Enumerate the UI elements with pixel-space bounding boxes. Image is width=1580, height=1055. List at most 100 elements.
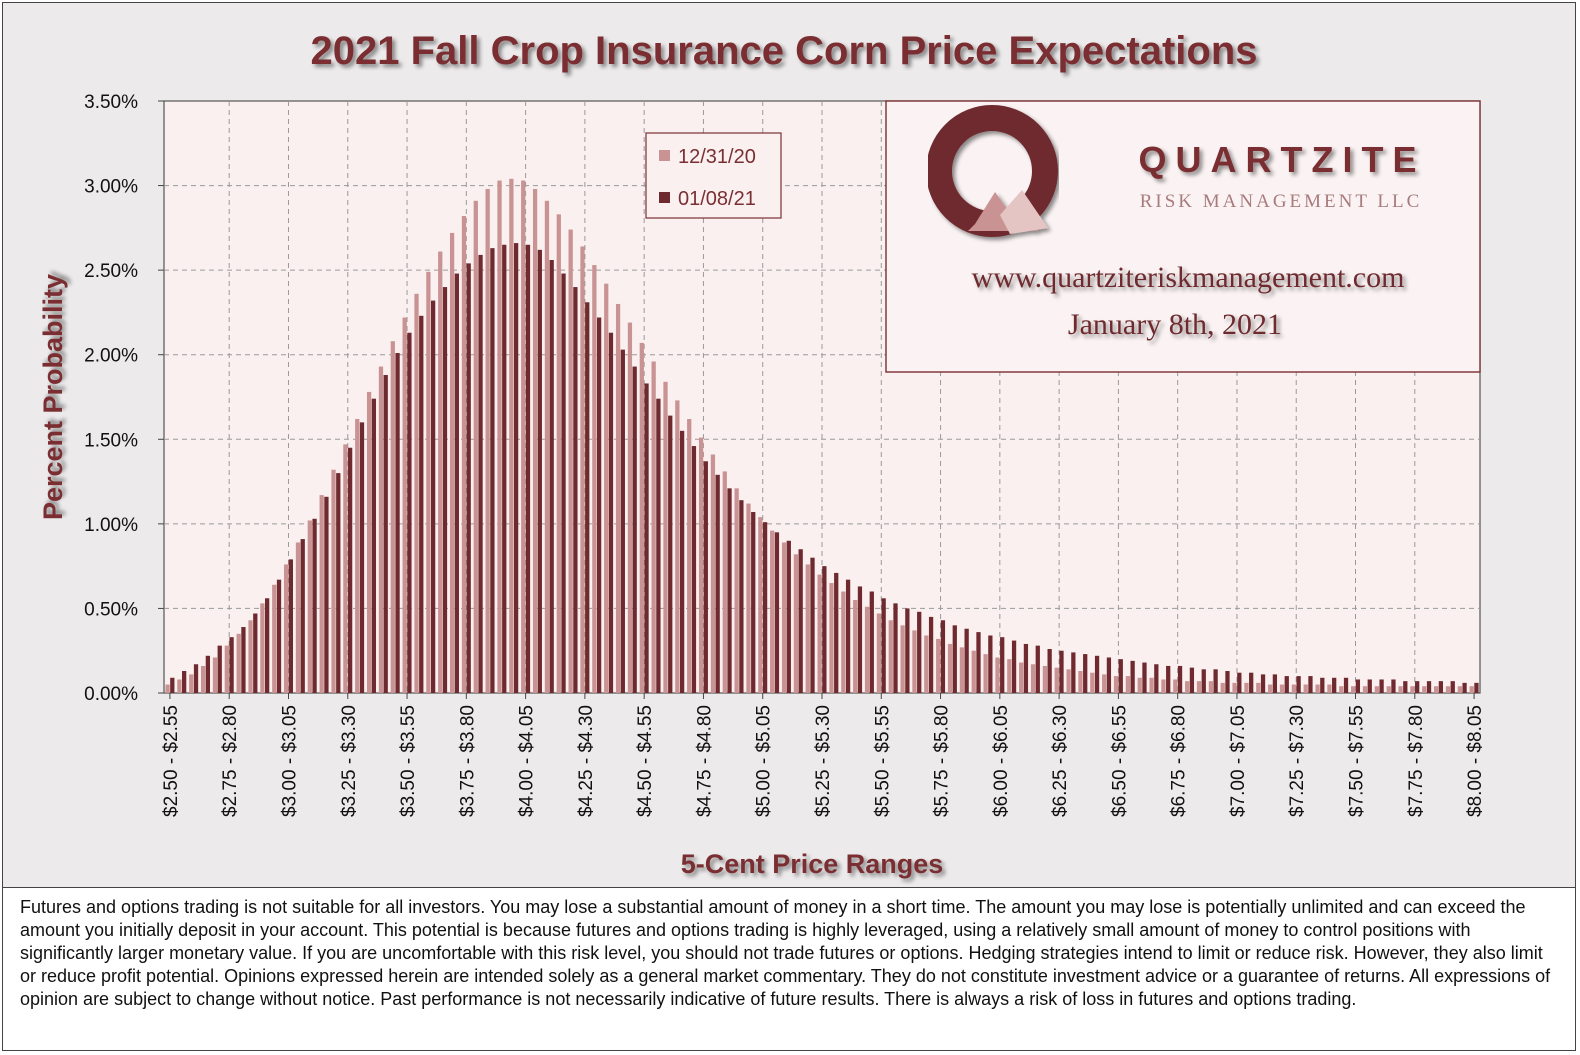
bar-dec-31 — [1469, 686, 1474, 693]
bar-jan-08 — [1047, 649, 1052, 693]
bar-jan-08 — [1332, 677, 1337, 693]
bar-jan-08 — [1000, 637, 1005, 693]
bar-dec-31 — [1007, 659, 1012, 693]
bar-jan-08 — [454, 273, 459, 693]
bar-jan-08 — [193, 664, 199, 693]
bar-dec-31 — [959, 647, 965, 693]
gridlines — [164, 101, 1480, 693]
bar-jan-08 — [1462, 682, 1467, 693]
bar-dec-31 — [461, 216, 467, 693]
bar-jan-08 — [1118, 659, 1123, 693]
bar-dec-31 — [734, 488, 739, 693]
bar-jan-08 — [229, 637, 234, 693]
bar-jan-08 — [383, 375, 388, 693]
bar-dec-31 — [663, 381, 668, 693]
bar-jan-08 — [312, 518, 317, 693]
bar-dec-31 — [1125, 676, 1131, 693]
bar-dec-31 — [971, 650, 976, 693]
bar-dec-31 — [1149, 677, 1154, 693]
bar-dec-31 — [343, 444, 348, 693]
legend-label-1: 12/31/20 — [678, 146, 756, 168]
bar-dec-31 — [936, 638, 941, 693]
x-tick-label: $7.75 - $7.80 — [1406, 705, 1427, 817]
x-tick-label: $2.50 - $2.55 — [161, 705, 182, 817]
bar-dec-31 — [1090, 672, 1095, 693]
bar-dec-31 — [1386, 686, 1391, 693]
bar-jan-08 — [1320, 677, 1325, 693]
bar-jan-08 — [1225, 671, 1230, 693]
bar-dec-31 — [355, 418, 360, 693]
bar-jan-08 — [1166, 665, 1171, 693]
bar-jan-08 — [940, 620, 946, 693]
x-tick-label: $4.00 - $4.05 — [517, 705, 538, 817]
bar-jan-08 — [1071, 652, 1076, 693]
bar-jan-08 — [561, 273, 566, 693]
bar-dec-31 — [1398, 686, 1403, 693]
legend-label-2: 01/08/21 — [678, 188, 756, 210]
bar-dec-31 — [853, 599, 858, 693]
bar-jan-08 — [1023, 643, 1029, 693]
x-tick-label: $3.75 - $3.80 — [457, 705, 478, 817]
bar-jan-08 — [1094, 655, 1100, 693]
x-tick-label: $3.25 - $3.30 — [339, 705, 360, 817]
bar-jan-08 — [774, 532, 780, 693]
bar-dec-31 — [1445, 686, 1451, 693]
bar-dec-31 — [1173, 679, 1178, 693]
bar-dec-31 — [283, 564, 289, 693]
bar-jan-08 — [845, 579, 851, 693]
bar-dec-31 — [307, 520, 312, 693]
bar-dec-31 — [1078, 671, 1083, 693]
bar-jan-08 — [952, 625, 957, 693]
bar-jan-08 — [834, 572, 839, 693]
bar-jan-08 — [253, 613, 258, 693]
bar-jan-08 — [810, 557, 815, 693]
x-tick-label: $3.50 - $3.55 — [398, 705, 419, 817]
bar-dec-31 — [272, 584, 277, 693]
bar-jan-08 — [644, 383, 649, 693]
bar-jan-08 — [241, 627, 246, 693]
quartzite-q-logo-icon — [926, 105, 1058, 237]
bar-dec-31 — [1291, 684, 1296, 693]
y-tick-label: 2.00% — [84, 346, 138, 367]
bar-jan-08 — [348, 447, 353, 693]
bar-jan-08 — [928, 616, 934, 693]
x-tick-label: $6.50 - $6.55 — [1109, 705, 1130, 817]
bar-dec-31 — [1019, 662, 1024, 693]
bar-dec-31 — [1434, 686, 1439, 693]
bar-jan-08 — [288, 559, 293, 693]
bar-jan-08 — [1201, 669, 1206, 693]
bar-jan-08 — [905, 608, 910, 693]
x-tick-label: $3.00 - $3.05 — [279, 705, 300, 817]
bar-jan-08 — [407, 332, 412, 693]
bar-jan-08 — [1450, 681, 1455, 693]
bar-dec-31 — [1268, 684, 1273, 693]
bar-jan-08 — [1083, 654, 1088, 693]
bar-dec-31 — [698, 437, 704, 693]
bar-jan-08 — [1059, 650, 1064, 693]
bar-jan-08 — [1011, 640, 1017, 693]
bar-jan-08 — [739, 500, 744, 693]
disclaimer-text: Futures and options trading is not suita… — [2, 887, 1576, 1051]
bar-jan-08 — [1154, 664, 1159, 693]
bar-jan-08 — [205, 655, 210, 693]
bar-dec-31 — [1303, 684, 1308, 693]
bar-dec-31 — [687, 418, 692, 693]
legend: 12/31/20 01/08/21 — [645, 132, 782, 219]
bar-dec-31 — [331, 469, 336, 693]
bar-dec-31 — [841, 591, 846, 693]
bar-jan-08 — [988, 635, 993, 693]
legend-swatch-1 — [659, 150, 670, 161]
bar-jan-08 — [478, 254, 483, 694]
bar-dec-31 — [1030, 664, 1036, 693]
bar-jan-08 — [513, 243, 519, 693]
bar-jan-08 — [1035, 645, 1040, 693]
bar-dec-31 — [165, 684, 170, 693]
bar-dec-31 — [1054, 667, 1059, 693]
x-tick-label: $7.00 - $7.05 — [1228, 705, 1249, 817]
bar-jan-08 — [1106, 657, 1112, 693]
bar-dec-31 — [924, 635, 929, 693]
bar-jan-08 — [1296, 676, 1301, 693]
bar-dec-31 — [390, 341, 395, 693]
chart-title: 2021 Fall Crop Insurance Corn Price Expe… — [311, 29, 1258, 73]
bar-jan-08 — [1403, 681, 1408, 693]
